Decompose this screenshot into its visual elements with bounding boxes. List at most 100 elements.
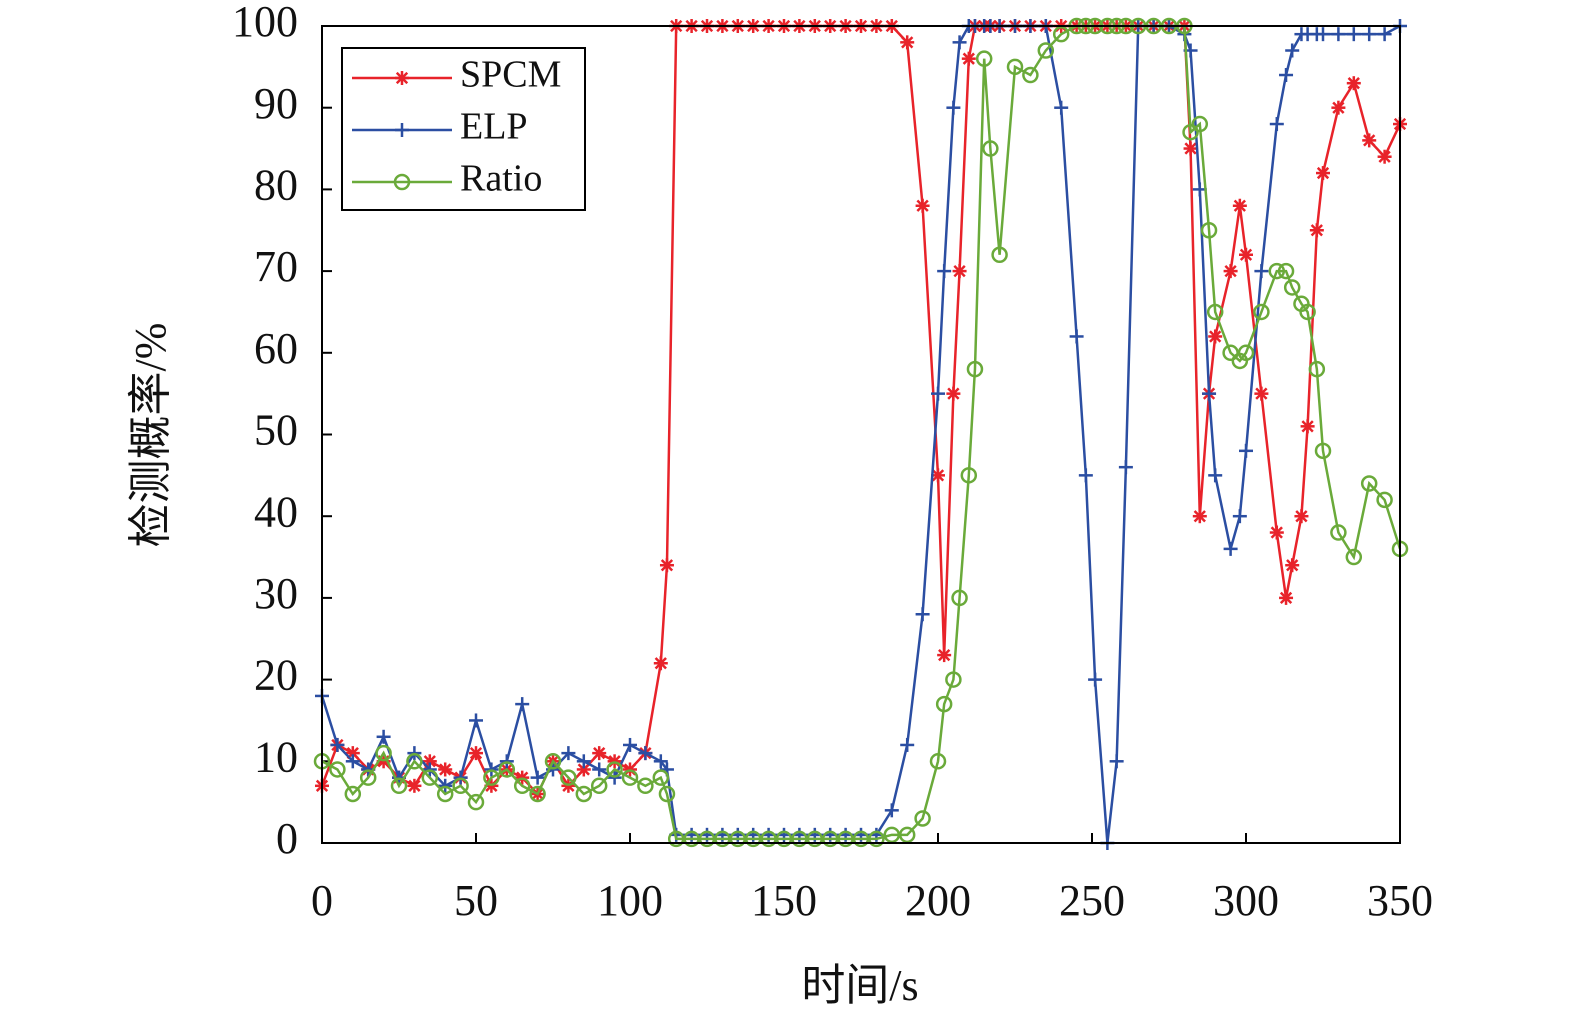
marker (1314, 442, 1332, 460)
legend-label: SPCM (460, 54, 561, 96)
marker (937, 264, 952, 279)
y-tick-label: 40 (254, 487, 298, 536)
marker-circle (982, 140, 999, 157)
marker (513, 777, 531, 795)
marker-circle (951, 589, 968, 607)
x-tick-label: 50 (454, 876, 498, 925)
marker (623, 737, 637, 752)
marker-circle (1345, 548, 1363, 566)
marker (1237, 344, 1255, 362)
marker (991, 246, 1008, 264)
marker (1182, 123, 1199, 141)
marker-circle (483, 769, 500, 786)
marker-circle (406, 753, 423, 770)
marker-circle (991, 246, 1008, 264)
marker (344, 785, 362, 803)
marker (606, 761, 623, 778)
marker-circle (1200, 222, 1218, 239)
marker-stroke (1270, 526, 1283, 539)
marker-circle (729, 830, 747, 848)
marker (1054, 100, 1069, 115)
marker (515, 697, 530, 712)
marker-circle (714, 830, 731, 848)
marker-circle (590, 777, 608, 795)
marker (1118, 460, 1133, 475)
marker (1269, 525, 1284, 540)
marker (1202, 386, 1217, 401)
marker (806, 830, 824, 848)
legend: SPCM ELP Ratio (341, 47, 586, 211)
marker-circle (1314, 442, 1332, 460)
marker-stroke (1279, 591, 1293, 605)
marker (1254, 386, 1269, 401)
marker-stroke (1363, 134, 1376, 147)
y-tick-label: 50 (254, 406, 298, 455)
marker (900, 737, 915, 752)
marker-circle (821, 830, 839, 848)
marker (561, 746, 576, 761)
marker-circle (929, 753, 947, 770)
marker (1279, 590, 1294, 605)
series-line (321, 24, 1402, 841)
marker (483, 769, 500, 786)
marker-circle (652, 769, 670, 786)
marker (775, 830, 793, 848)
x-tick-label: 100 (597, 876, 663, 925)
marker (714, 830, 731, 848)
marker (1316, 166, 1330, 181)
marker-circle (914, 810, 931, 827)
marker (395, 71, 409, 85)
marker (1294, 509, 1309, 524)
marker-stroke (408, 779, 421, 792)
marker-stroke (1301, 420, 1314, 433)
marker (529, 785, 546, 803)
marker (883, 826, 901, 844)
marker (1300, 419, 1315, 434)
marker (837, 830, 854, 848)
marker (1253, 303, 1270, 321)
marker (1299, 303, 1316, 321)
marker (868, 830, 885, 848)
marker (1376, 491, 1393, 509)
marker-circle (1182, 123, 1199, 141)
x-tick-label: 200 (905, 876, 971, 925)
marker (658, 785, 676, 803)
marker-circle (667, 830, 685, 848)
marker-circle (467, 793, 485, 811)
marker (1239, 443, 1253, 458)
marker (931, 386, 945, 401)
marker-circle (868, 830, 885, 848)
marker-circle (1283, 279, 1301, 296)
marker-stroke (1224, 264, 1237, 278)
marker-stroke (1239, 248, 1253, 261)
marker-circle (1206, 303, 1224, 321)
marker-circle (1006, 58, 1024, 76)
marker-stroke (469, 746, 483, 760)
marker-circle (1253, 303, 1270, 321)
marker (1331, 100, 1346, 115)
marker-circle (975, 50, 993, 67)
marker (592, 746, 607, 761)
marker (1268, 262, 1286, 280)
marker (637, 777, 654, 795)
y-tick-label: 70 (254, 242, 298, 291)
marker (1362, 133, 1377, 148)
marker-stroke (1286, 559, 1299, 572)
x-axis-label: 时间/s (801, 961, 918, 1010)
marker (915, 198, 930, 213)
marker-circle (452, 777, 469, 795)
marker-stroke (1316, 166, 1330, 180)
marker-circle (837, 830, 854, 848)
marker (406, 753, 423, 770)
marker (659, 558, 674, 573)
marker-circle (760, 830, 777, 848)
marker (1346, 27, 1361, 42)
marker (1285, 43, 1300, 58)
marker-circle (421, 769, 439, 786)
marker (376, 729, 391, 744)
marker-circle (560, 769, 577, 786)
marker-stroke (654, 657, 667, 670)
marker (966, 360, 984, 378)
marker (760, 830, 777, 848)
